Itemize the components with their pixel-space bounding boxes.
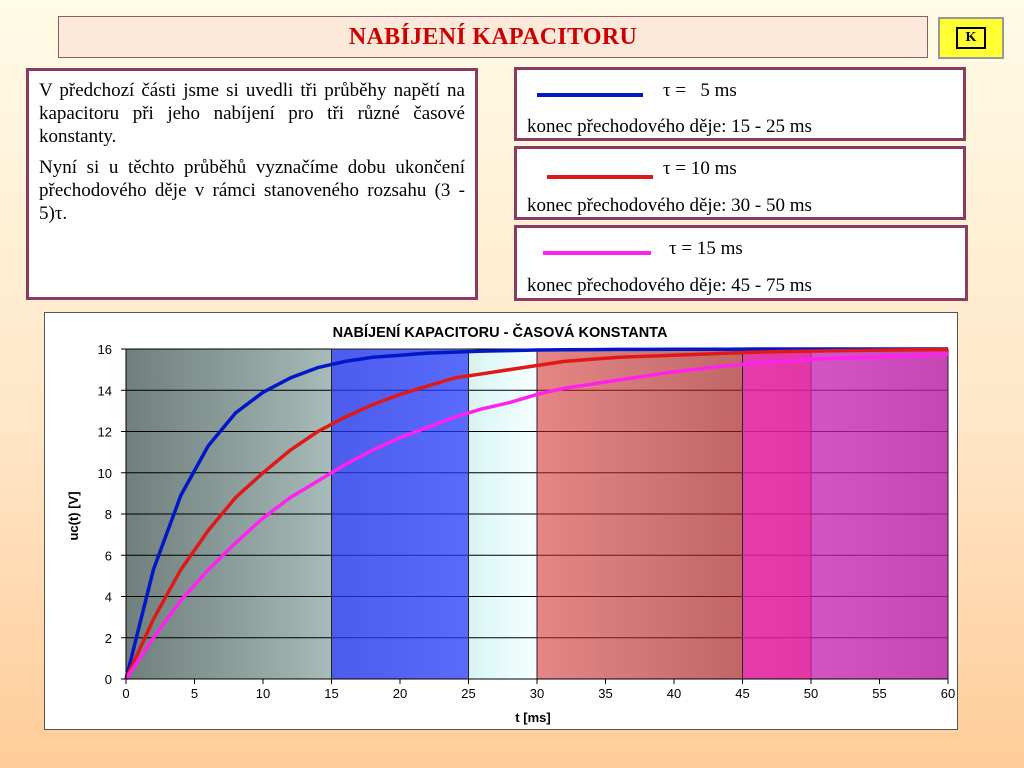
- k-button[interactable]: K: [938, 17, 1004, 59]
- y-axis-label: uc(t) [V]: [66, 491, 81, 540]
- x-tick-label: 35: [598, 686, 612, 701]
- legend-tau15-end: konec přechodového děje: 45 - 75 ms: [527, 275, 812, 296]
- series-line-3: [124, 352, 949, 680]
- legend-tau5-end: konec přechodového děje: 15 - 25 ms: [527, 116, 812, 137]
- transient-end-band: [331, 348, 469, 680]
- legend-tau15-label: τ = 15 ms: [669, 238, 743, 259]
- x-tick-label: 15: [324, 686, 338, 701]
- chart-frame: NABÍJENÍ KAPACITORU - ČASOVÁ KONSTANTA 0…: [44, 312, 958, 730]
- y-tick-label: 10: [98, 466, 112, 481]
- legend-box-tau10: τ = 10 ms konec přechodového děje: 30 - …: [514, 146, 966, 220]
- capacitor-charging-chart: NABÍJENÍ KAPACITORU - ČASOVÁ KONSTANTA 0…: [66, 323, 955, 725]
- legend-tau10-label: τ = 10 ms: [663, 158, 737, 179]
- legend-box-tau15: τ = 15 ms konec přechodového děje: 45 - …: [514, 225, 968, 301]
- x-tick-label: 30: [530, 686, 544, 701]
- x-tick-label: 20: [393, 686, 407, 701]
- x-tick-label: 10: [256, 686, 270, 701]
- y-tick-label: 0: [105, 672, 112, 687]
- legend-box-tau5: τ = 5 ms konec přechodového děje: 15 - 2…: [514, 67, 966, 141]
- legend-tau5-label: τ = 5 ms: [663, 80, 737, 101]
- legend-line-tau15: [543, 251, 651, 255]
- x-tick-label: 60: [941, 686, 955, 701]
- series-line-1: [124, 347, 948, 680]
- y-tick-label: 12: [98, 425, 112, 440]
- x-axis-label: t [ms]: [515, 710, 550, 725]
- y-tick-label: 2: [105, 631, 112, 646]
- intro-paragraph-1: V předchozí části jsme si uvedli tři prů…: [39, 80, 465, 147]
- y-tick-label: 14: [98, 383, 112, 398]
- intro-text-box: V předchozí části jsme si uvedli tři prů…: [26, 68, 478, 300]
- intro-paragraph-2: Nyní si u těchto průběhů vyznačíme dobu …: [39, 157, 465, 224]
- x-tick-label: 50: [804, 686, 818, 701]
- x-tick-label: 0: [122, 686, 129, 701]
- x-tick-label: 40: [667, 686, 681, 701]
- series-line-2: [124, 347, 949, 680]
- y-tick-label: 6: [105, 548, 112, 563]
- y-tick-label: 4: [105, 590, 112, 605]
- x-tick-label: 45: [735, 686, 749, 701]
- legend-line-tau10: [547, 175, 653, 179]
- y-tick-label: 8: [105, 507, 112, 522]
- k-button-label: K: [955, 27, 987, 49]
- y-tick-label: 16: [98, 342, 112, 357]
- x-tick-label: 5: [191, 686, 198, 701]
- x-tick-label: 25: [461, 686, 475, 701]
- x-tick-label: 55: [872, 686, 886, 701]
- transient-end-band: [742, 348, 949, 680]
- chart-title: NABÍJENÍ KAPACITORU - ČASOVÁ KONSTANTA: [333, 323, 668, 341]
- legend-tau10-end: konec přechodového děje: 30 - 50 ms: [527, 195, 812, 216]
- page-title: NABÍJENÍ KAPACITORU: [348, 23, 638, 50]
- title-box: NABÍJENÍ KAPACITORU: [58, 16, 928, 58]
- legend-line-tau5: [537, 93, 643, 97]
